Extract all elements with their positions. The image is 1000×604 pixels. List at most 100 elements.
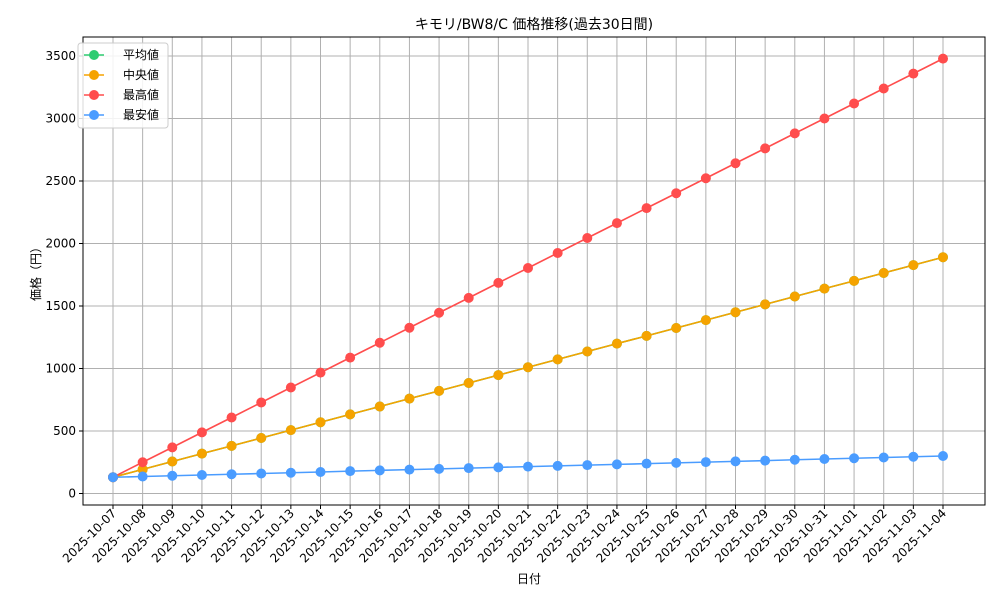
legend-label: 最安値 bbox=[123, 107, 159, 122]
series-3 bbox=[108, 451, 948, 483]
data-point bbox=[819, 113, 830, 124]
data-point bbox=[700, 457, 711, 468]
y-tick-label: 2000 bbox=[45, 237, 76, 251]
legend-marker bbox=[89, 90, 99, 100]
data-point bbox=[789, 454, 800, 465]
data-point bbox=[641, 330, 652, 341]
data-point bbox=[374, 465, 385, 476]
data-point bbox=[256, 397, 267, 408]
data-point bbox=[167, 456, 178, 467]
data-point bbox=[404, 393, 415, 404]
data-point bbox=[789, 291, 800, 302]
data-point bbox=[315, 417, 326, 428]
data-point bbox=[315, 367, 326, 378]
data-point bbox=[256, 468, 267, 479]
data-point bbox=[611, 338, 622, 349]
data-point bbox=[434, 307, 445, 318]
data-point bbox=[582, 460, 593, 471]
data-point bbox=[552, 248, 563, 258]
data-point bbox=[878, 83, 889, 94]
data-point bbox=[611, 218, 622, 229]
data-point bbox=[463, 378, 474, 388]
chart-title: キモリ/BW8/C 価格推移(過去30日間) bbox=[415, 17, 653, 33]
data-point bbox=[285, 382, 296, 393]
y-tick-label: 3500 bbox=[45, 49, 76, 63]
data-point bbox=[196, 470, 207, 480]
y-tick-label: 1500 bbox=[45, 299, 76, 313]
data-point bbox=[671, 457, 682, 468]
data-point bbox=[878, 268, 889, 278]
y-tick-label: 0 bbox=[68, 487, 76, 501]
data-point bbox=[700, 173, 711, 184]
data-point bbox=[137, 464, 148, 475]
data-point bbox=[374, 401, 385, 412]
data-point bbox=[463, 463, 474, 474]
data-point bbox=[730, 307, 741, 318]
data-point bbox=[434, 385, 445, 396]
legend-marker bbox=[89, 70, 99, 80]
data-point bbox=[671, 188, 682, 199]
data-point bbox=[345, 352, 356, 363]
legend-label: 最高値 bbox=[123, 87, 159, 102]
data-point bbox=[285, 467, 296, 478]
data-point bbox=[493, 370, 504, 381]
legend-marker bbox=[89, 50, 99, 60]
y-axis: 0 500 1000 1500 2000 2500 3000 3500 bbox=[45, 49, 83, 501]
x-axis: 2025-10-072025-10-082025-10-092025-10-10… bbox=[60, 505, 949, 565]
data-point bbox=[582, 346, 593, 357]
data-point bbox=[760, 455, 771, 466]
data-point bbox=[760, 299, 771, 310]
y-tick-label: 500 bbox=[53, 424, 76, 438]
series-layer bbox=[108, 53, 948, 483]
data-point bbox=[730, 158, 741, 169]
data-point bbox=[493, 462, 504, 473]
data-point bbox=[908, 68, 919, 79]
data-point bbox=[167, 442, 178, 453]
data-point bbox=[789, 128, 800, 139]
data-point bbox=[493, 277, 504, 288]
data-point bbox=[226, 440, 237, 451]
data-point bbox=[938, 53, 948, 64]
legend-label: 中央値 bbox=[123, 67, 159, 82]
data-point bbox=[463, 292, 474, 303]
data-point bbox=[908, 260, 919, 271]
data-point bbox=[196, 448, 207, 459]
grid bbox=[83, 37, 985, 505]
data-point bbox=[671, 323, 682, 333]
data-point bbox=[167, 470, 178, 481]
plot-frame bbox=[82, 36, 986, 506]
legend-marker bbox=[89, 110, 99, 120]
data-point bbox=[849, 275, 860, 286]
data-point bbox=[582, 233, 593, 243]
data-point bbox=[641, 203, 652, 214]
data-point bbox=[938, 451, 948, 461]
data-point bbox=[760, 143, 771, 154]
legend-label: 平均値 bbox=[123, 47, 159, 62]
data-point bbox=[345, 409, 356, 420]
data-point bbox=[908, 451, 919, 462]
data-point bbox=[404, 464, 415, 475]
data-point bbox=[285, 425, 296, 436]
data-point bbox=[700, 315, 711, 326]
series-1 bbox=[108, 252, 948, 483]
data-point bbox=[256, 433, 267, 443]
data-point bbox=[523, 461, 533, 472]
data-point bbox=[404, 322, 415, 333]
data-point bbox=[374, 337, 385, 348]
data-point bbox=[137, 471, 148, 482]
data-point bbox=[315, 467, 326, 477]
data-point bbox=[611, 459, 622, 470]
data-point bbox=[523, 263, 533, 273]
data-point bbox=[226, 469, 237, 480]
data-point bbox=[196, 427, 207, 438]
data-point bbox=[552, 460, 563, 471]
data-point bbox=[641, 458, 652, 469]
data-point bbox=[523, 362, 533, 373]
x-axis-label: 日付 bbox=[517, 572, 541, 586]
data-point bbox=[552, 354, 563, 365]
data-point bbox=[345, 466, 356, 477]
y-axis-label: 価格（円） bbox=[28, 241, 43, 301]
legend-box bbox=[77, 42, 169, 129]
